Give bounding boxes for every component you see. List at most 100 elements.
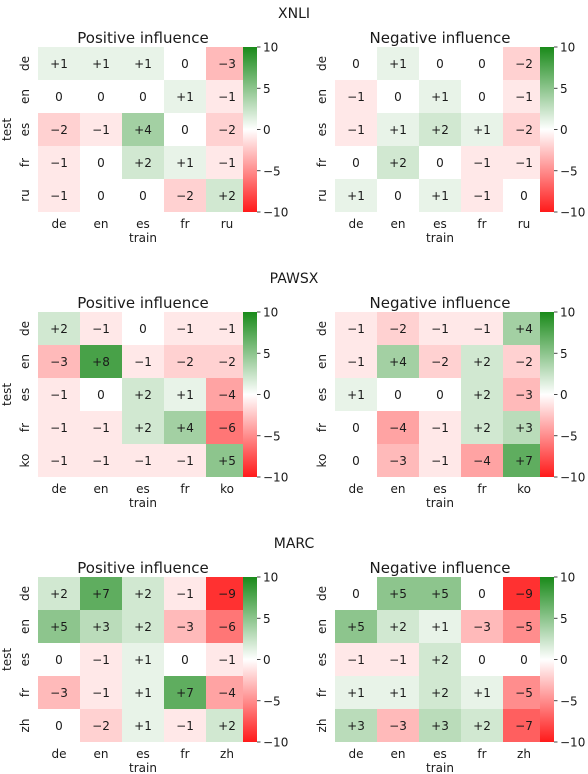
- cell-label: −2: [389, 322, 407, 336]
- x-tick-label: en: [94, 217, 109, 231]
- cell-label: +5: [347, 620, 365, 634]
- cell-label: +1: [347, 686, 365, 700]
- cell-label: −1: [92, 653, 110, 667]
- cell-label: +4: [389, 355, 407, 369]
- heatmap-cell: [503, 80, 545, 113]
- heatmap-cell: [335, 709, 377, 742]
- y-tick-label: zh: [315, 719, 329, 733]
- heatmap-cell: [503, 378, 545, 411]
- cell-label: 0: [97, 156, 105, 170]
- colorbar-tick-label: 0: [263, 653, 271, 667]
- heatmap-cell: [419, 80, 461, 113]
- cell-label: +1: [347, 189, 365, 203]
- heatmap-cell: [206, 643, 248, 676]
- cell-label: +3: [515, 421, 533, 435]
- x-tick-label: ru: [221, 217, 234, 231]
- heatmap-panel-xnli-positive: XNLI Positive influence +1 +1 +1 0 −3 0 0 0 +1 −1 −2…: [0, 6, 310, 245]
- cell-label: +4: [176, 421, 194, 435]
- cell-label: −1: [347, 123, 365, 137]
- heatmap-cell: [461, 113, 503, 146]
- heatmap-cell: [80, 610, 122, 643]
- y-tick-label: de: [18, 321, 32, 336]
- heatmap-cell: [335, 411, 377, 444]
- heatmap-cell: [80, 444, 122, 477]
- cell-label: −2: [92, 719, 110, 733]
- heatmap-cell: [377, 47, 419, 80]
- heatmap-cell: [206, 378, 248, 411]
- cell-label: +1: [176, 90, 194, 104]
- colorbar-tick-label: 10: [560, 306, 575, 320]
- cell-label: 0: [436, 156, 444, 170]
- cell-label: +1: [473, 686, 491, 700]
- y-tick-label: de: [315, 56, 329, 71]
- heatmap-cell: [419, 312, 461, 345]
- panel-title: Positive influence: [77, 29, 208, 47]
- heatmap-cell: [461, 643, 503, 676]
- colorbar-tick-label: −5: [263, 164, 281, 178]
- cell-label: −2: [50, 123, 68, 137]
- cell-label: +1: [134, 719, 152, 733]
- cell-label: 0: [97, 388, 105, 402]
- heatmap-cell: [335, 643, 377, 676]
- heatmap-cell: [377, 643, 419, 676]
- cell-label: 0: [55, 653, 63, 667]
- y-tick-label: fr: [18, 423, 32, 432]
- heatmap-cell: [164, 577, 206, 610]
- heatmap-cell: [164, 146, 206, 179]
- heatmap-cell: [377, 345, 419, 378]
- colorbar: 10 5 0 −5 −10: [540, 306, 585, 485]
- heatmap-cell: [461, 312, 503, 345]
- x-tick-label: es: [433, 747, 447, 761]
- cell-label: −2: [515, 123, 533, 137]
- y-tick-label: es: [315, 388, 329, 402]
- cell-label: −4: [218, 686, 236, 700]
- colorbar-tick-label: −5: [560, 429, 578, 443]
- cell-label: 0: [139, 322, 147, 336]
- heatmap-cell: [335, 610, 377, 643]
- group-title: MARC: [274, 536, 315, 552]
- cell-label: +7: [92, 587, 110, 601]
- heatmap-cell: [503, 113, 545, 146]
- heatmap-cell: [122, 179, 164, 212]
- heatmap-cell: [122, 146, 164, 179]
- heatmap-cell: [38, 378, 80, 411]
- cell-label: 0: [520, 189, 528, 203]
- heatmap-cell: [206, 610, 248, 643]
- cell-label: −1: [431, 421, 449, 435]
- heatmap-cell: [461, 676, 503, 709]
- heatmap-cell: [419, 345, 461, 378]
- heatmap-cell: [503, 577, 545, 610]
- cell-label: +3: [431, 719, 449, 733]
- heatmap-cell: [164, 80, 206, 113]
- heatmap-cell: [377, 610, 419, 643]
- heatmap-cell: [80, 643, 122, 676]
- heatmap-cell: [419, 577, 461, 610]
- colorbar-tick-label: −10: [263, 736, 288, 750]
- y-tick-label: de: [18, 586, 32, 601]
- cell-label: +1: [176, 156, 194, 170]
- heatmap-cell: [122, 676, 164, 709]
- x-tick-label: es: [136, 482, 150, 496]
- y-tick-label: es: [315, 123, 329, 137]
- cell-label: 0: [55, 719, 63, 733]
- cell-label: +2: [134, 388, 152, 402]
- colorbar: 10 5 0 −5 −10: [243, 306, 288, 485]
- y-tick-label: en: [18, 89, 32, 104]
- y-tick-label: es: [315, 653, 329, 667]
- heatmap-cell: [80, 676, 122, 709]
- heatmap-cell: [461, 378, 503, 411]
- cell-label: 0: [352, 57, 360, 71]
- heatmap-cell: [122, 444, 164, 477]
- x-tick-label: es: [433, 482, 447, 496]
- colorbar-gradient: [540, 47, 554, 212]
- heatmap-cell: [38, 80, 80, 113]
- cell-label: +2: [473, 355, 491, 369]
- cell-label: −1: [92, 123, 110, 137]
- colorbar-tick-label: −10: [263, 206, 288, 220]
- heatmap-cell: [164, 312, 206, 345]
- heatmap-cell: [38, 312, 80, 345]
- x-tick-label: de: [349, 217, 364, 231]
- heatmap-cell: [80, 709, 122, 742]
